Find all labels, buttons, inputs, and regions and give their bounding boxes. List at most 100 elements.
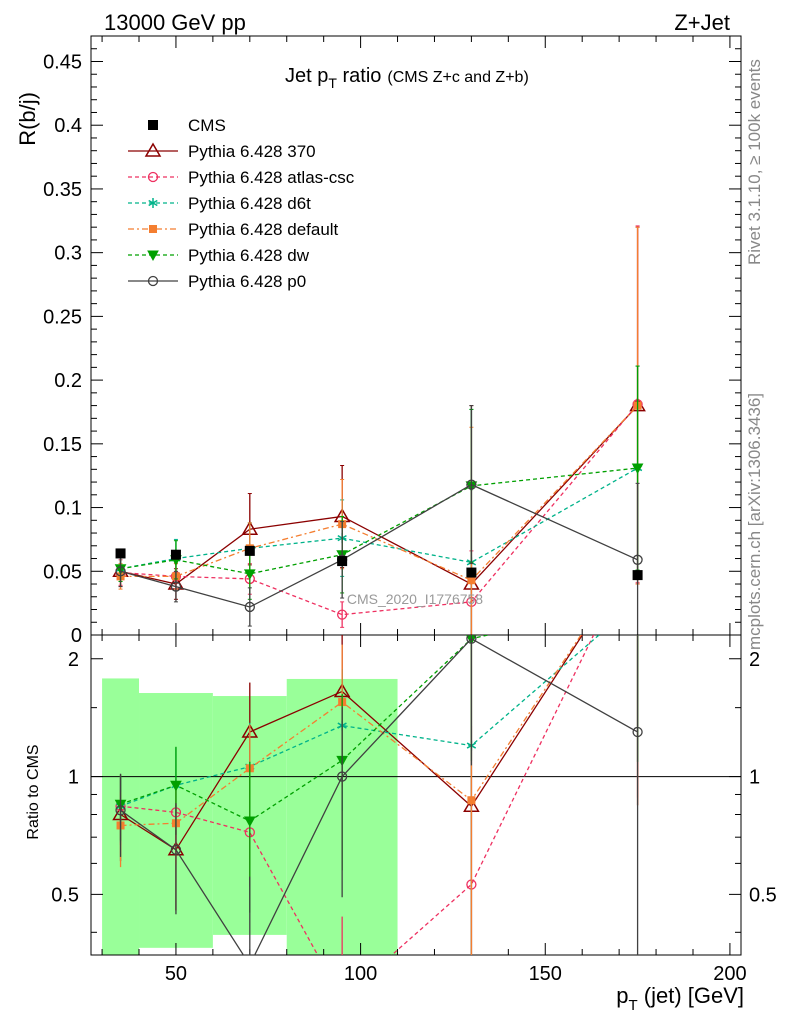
y-tick-label: 0.1 <box>54 498 82 520</box>
x-tick-label: 150 <box>529 963 562 985</box>
ratio-frame <box>90 634 742 956</box>
y-axis-label: R(b/j) <box>15 92 40 146</box>
ratio-axis-label: Ratio to CMS <box>25 744 42 839</box>
x-axis-label-main: p <box>616 983 628 1008</box>
cms-data-point <box>170 549 181 560</box>
header-right: Z+Jet <box>674 10 730 35</box>
ratio-point <box>466 635 477 644</box>
legend-entry: CMS <box>148 116 226 135</box>
data-point <box>466 479 477 490</box>
cms-data-point <box>466 567 477 578</box>
ratio-line <box>120 637 638 955</box>
cms-data-point <box>337 556 348 567</box>
y-tick-label: 0.2 <box>54 370 82 392</box>
legend-label: CMS <box>188 116 226 135</box>
ratio-tick-label-right: 0.5 <box>749 884 777 906</box>
data-point <box>631 463 644 475</box>
ratio-point <box>245 961 254 970</box>
ratio-point <box>336 771 348 782</box>
ratio-tick-label: 2 <box>68 649 79 671</box>
legend-label: Pythia 6.428 d6t <box>188 194 311 213</box>
legend-label: Pythia 6.428 dw <box>188 246 310 265</box>
series-line <box>120 405 639 585</box>
x-tick-label: 200 <box>713 963 746 985</box>
legend-entry: Pythia 6.428 dw <box>128 246 310 265</box>
x-tick-label: 100 <box>344 963 377 985</box>
y-tick-label: 0.05 <box>43 561 82 583</box>
cms-data-point <box>632 570 643 581</box>
legend-label: Pythia 6.428 atlas-csc <box>188 168 355 187</box>
data-point <box>336 609 348 620</box>
mcplots-label: mcplots.cern.ch [arXiv:1306.3436] <box>745 393 764 650</box>
y-tick-label: 0.3 <box>54 243 82 265</box>
series-line <box>120 467 638 570</box>
main-series <box>112 225 646 635</box>
legend-marker <box>148 120 158 130</box>
y-tick-label: 0.15 <box>43 434 82 456</box>
x-axis-label: pT (jet) [GeV] <box>616 983 744 1014</box>
legend-marker <box>144 142 162 157</box>
series-line <box>120 483 638 608</box>
y-tick-label: 0.25 <box>43 306 82 328</box>
cms-data-point <box>115 548 126 559</box>
ratio-point <box>632 726 643 738</box>
ratio-line <box>120 635 595 955</box>
legend-label: Pythia 6.428 370 <box>188 142 316 161</box>
x-tick-label: 50 <box>165 963 187 985</box>
chart-title: Jet pT ratio (CMS Z+c and Z+b) <box>285 65 529 91</box>
legend-entry: Pythia 6.428 atlas-csc <box>128 168 355 187</box>
legend-marker <box>147 171 159 183</box>
ratio-point <box>467 796 476 805</box>
ratio-tick-label-right: 1 <box>749 767 760 789</box>
header: 13000 GeV pp Z+Jet <box>104 10 730 35</box>
legend-marker <box>149 225 157 233</box>
ratio-pythia-6-428-p0 <box>115 635 643 970</box>
ratio-tick-label: 1 <box>68 767 79 789</box>
ratio-point <box>115 805 126 816</box>
data-point <box>170 581 182 592</box>
y-tick-label: 0.45 <box>43 51 82 73</box>
legend-entry: Pythia 6.428 default <box>128 220 339 239</box>
ratio-point <box>170 844 182 855</box>
series-line <box>120 403 639 616</box>
x-axis-label-rest: (jet) [GeV] <box>638 983 744 1008</box>
cms-data-point <box>244 545 255 556</box>
ratio-series <box>112 635 643 970</box>
y-tick-label: 0.35 <box>43 179 82 201</box>
ratio-panel: 50 100 150 200 0.5 0.5 1 1 2 2 <box>51 634 777 985</box>
chart-title-note: (CMS Z+c and Z+b) <box>387 69 528 86</box>
ratio-line <box>120 635 600 807</box>
header-left: 13000 GeV pp <box>104 10 246 35</box>
data-point <box>467 576 476 585</box>
legend-label: Pythia 6.428 p0 <box>188 272 306 291</box>
legend-marker <box>147 275 159 287</box>
legend-entry: Pythia 6.428 d6t <box>128 194 311 213</box>
x-axis-label-sub: T <box>628 997 637 1014</box>
y-tick-label: 0.4 <box>54 115 82 137</box>
ratio-tick-label: 0.5 <box>51 884 79 906</box>
y-tick-label: 0 <box>71 625 82 647</box>
series-line <box>120 467 638 575</box>
ratio-line <box>120 635 582 827</box>
data-point <box>244 601 255 613</box>
ratio-point <box>170 780 182 792</box>
chart-title-rest: ratio <box>337 65 381 87</box>
main-panel: 0 0.05 0.1 0.15 0.2 0.25 0.3 0.35 0.4 0.45 <box>43 35 742 647</box>
data-point <box>115 566 126 577</box>
chart-title-sub: T <box>328 75 337 91</box>
chart-title-main: Jet p <box>285 65 328 87</box>
series-line <box>120 405 639 581</box>
data-point <box>632 554 643 565</box>
watermark: CMS_2020_I1776758 <box>347 591 483 607</box>
legend-entry: Pythia 6.428 370 <box>128 142 316 161</box>
star-stroke <box>148 199 158 207</box>
series-pythia-6-428-default <box>116 226 642 635</box>
data-point <box>243 569 256 580</box>
legend-marker <box>148 198 158 208</box>
legend-label: Pythia 6.428 default <box>188 220 339 239</box>
legend-entry: Pythia 6.428 p0 <box>128 272 306 291</box>
ratio-tick-label-right: 2 <box>749 649 760 671</box>
legend: CMS Pythia 6.428 370 Pythia 6.428 atlas-cs… <box>128 116 355 291</box>
legend-marker <box>147 250 159 262</box>
